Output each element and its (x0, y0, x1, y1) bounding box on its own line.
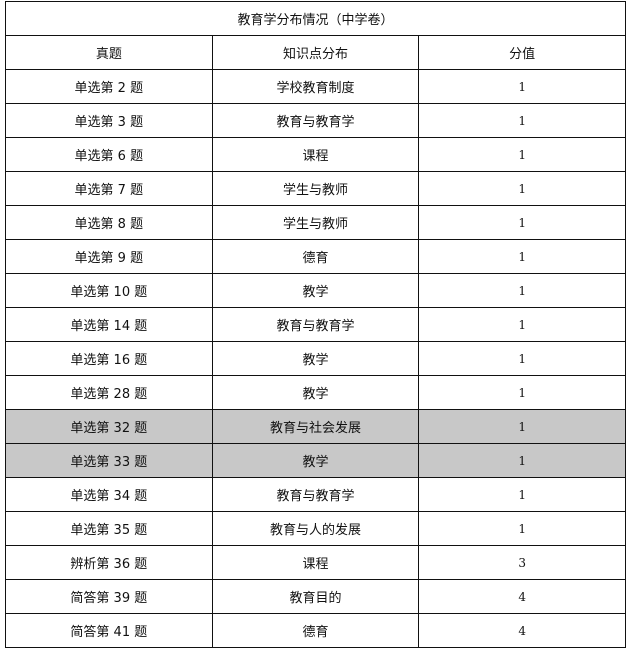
table-row: 单选第 6 题课程 1 (5, 137, 626, 172)
topic-cell: 教学 (211, 273, 420, 308)
question-cell: 简答第 39 题 (5, 579, 213, 614)
question-cell: 单选第 6 题 (5, 137, 213, 172)
score-cell: 1 (418, 409, 626, 444)
topic-cell: 教育与教育学 (211, 477, 420, 512)
table-row: 单选第 28 题教学 1 (5, 375, 626, 410)
topic-cell: 教育与教育学 (211, 103, 420, 138)
question-cell: 单选第 35 题 (5, 511, 213, 546)
table-row: 单选第 3 题教育与教育学 1 (5, 103, 626, 138)
question-cell: 单选第 9 题 (5, 239, 213, 274)
score-cell: 1 (418, 205, 626, 240)
score-cell: 1 (418, 171, 626, 206)
table-row: 单选第 8 题学生与教师 1 (5, 205, 626, 240)
question-cell: 单选第 2 题 (5, 69, 213, 104)
question-cell: 单选第 8 题 (5, 205, 213, 240)
table-title: 教育学分布情况（中学卷） (5, 1, 626, 36)
score-cell: 1 (418, 69, 626, 104)
table-row: 单选第 7 题学生与教师 1 (5, 171, 626, 206)
topic-cell: 教育与人的发展 (211, 511, 420, 546)
score-cell: 1 (418, 103, 626, 138)
score-cell: 4 (418, 613, 626, 648)
distribution-table: 教育学分布情况（中学卷） 真题 知识点分布 分值 单选第 2 题学校教育制度 1 单… (5, 1, 626, 648)
question-cell: 简答第 41 题 (5, 613, 213, 648)
question-cell: 辨析第 36 题 (5, 545, 213, 580)
topic-cell: 课程 (211, 545, 420, 580)
question-cell: 单选第 14 题 (5, 307, 213, 342)
header-row: 真题 知识点分布 分值 (5, 35, 626, 70)
question-cell: 单选第 28 题 (5, 375, 213, 410)
score-cell: 1 (418, 477, 626, 512)
table-row: 单选第 35 题教育与人的发展 1 (5, 511, 626, 546)
table-row: 单选第 2 题学校教育制度 1 (5, 69, 626, 104)
score-cell: 1 (418, 273, 626, 308)
title-row: 教育学分布情况（中学卷） (5, 1, 626, 36)
score-cell: 1 (418, 307, 626, 342)
question-cell: 单选第 34 题 (5, 477, 213, 512)
header-topic: 知识点分布 (211, 35, 420, 70)
question-cell: 单选第 3 题 (5, 103, 213, 138)
table-row: 单选第 10 题教学 1 (5, 273, 626, 308)
score-cell: 1 (418, 239, 626, 274)
topic-cell: 教学 (211, 375, 420, 410)
question-cell: 单选第 33 题 (5, 443, 213, 478)
topic-cell: 教育与社会发展 (211, 409, 420, 444)
table-row: 单选第 34 题教育与教育学 1 (5, 477, 626, 512)
question-cell: 单选第 10 题 (5, 273, 213, 308)
topic-cell: 教学 (211, 443, 420, 478)
score-cell: 1 (418, 137, 626, 172)
header-score: 分值 (418, 35, 626, 70)
score-cell: 1 (418, 511, 626, 546)
question-cell: 单选第 7 题 (5, 171, 213, 206)
score-cell: 1 (418, 375, 626, 410)
topic-cell: 教育与教育学 (211, 307, 420, 342)
topic-cell: 教育目的 (211, 579, 420, 614)
table-row: 单选第 9 题德育 1 (5, 239, 626, 274)
header-question: 真题 (5, 35, 213, 70)
question-cell: 单选第 16 题 (5, 341, 213, 376)
table-row: 单选第 32 题教育与社会发展 1 (5, 409, 626, 444)
table-row: 简答第 41 题德育 4 (5, 613, 626, 648)
table-row: 单选第 14 题教育与教育学 1 (5, 307, 626, 342)
topic-cell: 学校教育制度 (211, 69, 420, 104)
score-cell: 1 (418, 443, 626, 478)
topic-cell: 教学 (211, 341, 420, 376)
topic-cell: 学生与教师 (211, 205, 420, 240)
topic-cell: 德育 (211, 613, 420, 648)
table-row: 单选第 33 题教学 1 (5, 443, 626, 478)
table-row: 辨析第 36 题课程 3 (5, 545, 626, 580)
score-cell: 1 (418, 341, 626, 376)
score-cell: 4 (418, 579, 626, 614)
score-cell: 3 (418, 545, 626, 580)
topic-cell: 德育 (211, 239, 420, 274)
topic-cell: 学生与教师 (211, 171, 420, 206)
table-row: 简答第 39 题教育目的 4 (5, 579, 626, 614)
question-cell: 单选第 32 题 (5, 409, 213, 444)
table-row: 单选第 16 题教学 1 (5, 341, 626, 376)
topic-cell: 课程 (211, 137, 420, 172)
